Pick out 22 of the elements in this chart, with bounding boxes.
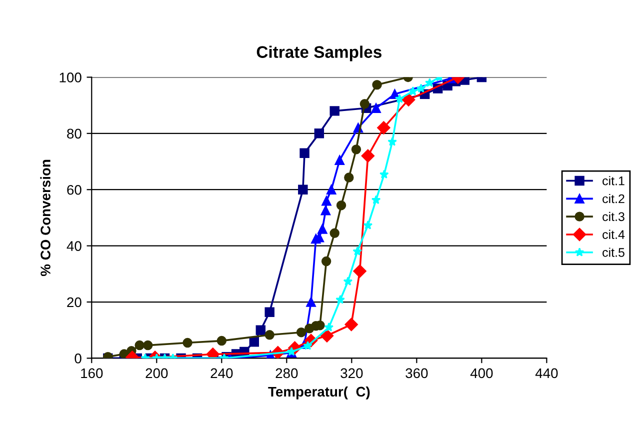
x-tick-label: 160 xyxy=(81,368,103,378)
x-tick-label: 400 xyxy=(470,368,493,378)
legend-label: cit.2 xyxy=(602,194,624,204)
y-tick-label: 40 xyxy=(66,241,82,251)
legend-label: cit.4 xyxy=(602,230,625,239)
legend-label: cit.1 xyxy=(602,176,624,186)
y-tick-label: 60 xyxy=(67,184,82,195)
y-tick-label: 20 xyxy=(67,297,82,308)
legend-label: cit.3 xyxy=(602,212,624,222)
y-axis-title: % CO Conversion xyxy=(40,160,50,276)
y-tick-label: 100 xyxy=(60,72,82,82)
legend-label: cit.5 xyxy=(602,248,624,257)
x-tick-label: 200 xyxy=(146,368,168,378)
y-tick-label: 80 xyxy=(67,128,82,139)
x-tick-label: 360 xyxy=(406,368,428,378)
x-tick-label: 240 xyxy=(210,368,233,378)
x-tick-label: 320 xyxy=(340,368,363,378)
x-axis-title: Temperatur( C) xyxy=(268,386,370,400)
chart-title: Citrate Samples xyxy=(256,46,382,62)
x-tick-label: 440 xyxy=(535,368,558,378)
y-tick-label: 0 xyxy=(74,354,82,364)
x-tick-label: 280 xyxy=(276,368,298,378)
